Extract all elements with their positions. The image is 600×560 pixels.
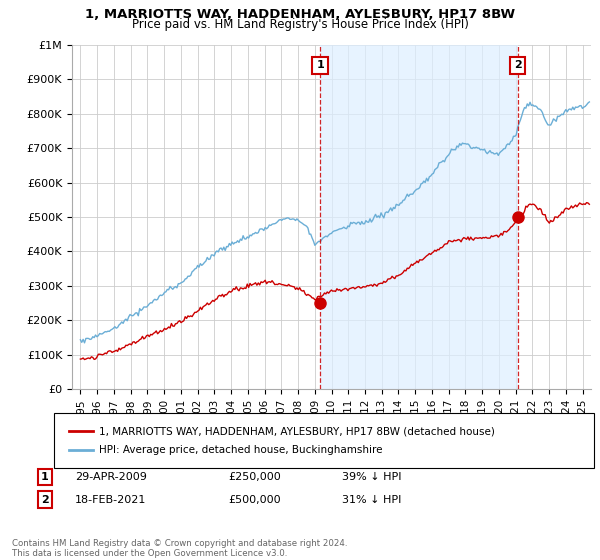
Text: 1: 1 — [316, 60, 324, 71]
Text: 2: 2 — [41, 494, 49, 505]
Text: Price paid vs. HM Land Registry's House Price Index (HPI): Price paid vs. HM Land Registry's House … — [131, 18, 469, 31]
Text: Contains HM Land Registry data © Crown copyright and database right 2024.
This d: Contains HM Land Registry data © Crown c… — [12, 539, 347, 558]
Text: 1, MARRIOTTS WAY, HADDENHAM, AYLESBURY, HP17 8BW: 1, MARRIOTTS WAY, HADDENHAM, AYLESBURY, … — [85, 8, 515, 21]
Text: 2: 2 — [514, 60, 521, 71]
Bar — [320, 45, 518, 389]
Text: £500,000: £500,000 — [228, 494, 281, 505]
Text: 29-APR-2009: 29-APR-2009 — [75, 472, 147, 482]
Text: 31% ↓ HPI: 31% ↓ HPI — [342, 494, 401, 505]
Text: 1, MARRIOTTS WAY, HADDENHAM, AYLESBURY, HP17 8BW (detached house): 1, MARRIOTTS WAY, HADDENHAM, AYLESBURY, … — [99, 426, 495, 436]
Text: 39% ↓ HPI: 39% ↓ HPI — [342, 472, 401, 482]
Text: £250,000: £250,000 — [228, 472, 281, 482]
Text: 1: 1 — [41, 472, 49, 482]
Text: HPI: Average price, detached house, Buckinghamshire: HPI: Average price, detached house, Buck… — [99, 445, 383, 455]
Text: 18-FEB-2021: 18-FEB-2021 — [75, 494, 146, 505]
